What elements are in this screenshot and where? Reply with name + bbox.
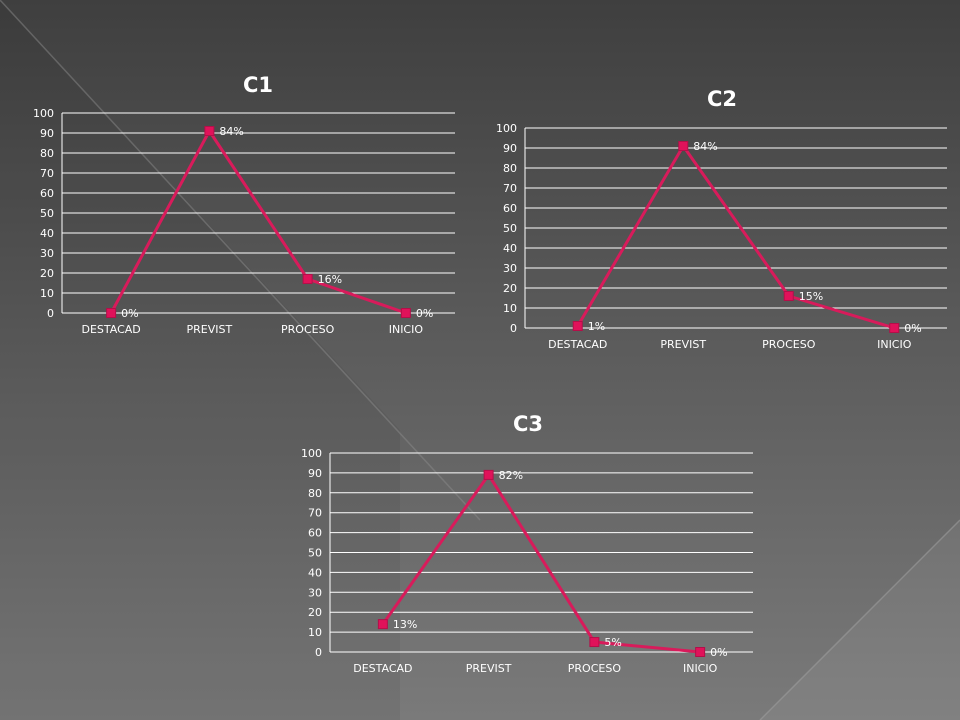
y-tick-label: 100 xyxy=(301,447,322,460)
y-tick-label: 50 xyxy=(40,207,54,220)
y-tick-label: 20 xyxy=(40,267,54,280)
y-tick-label: 0 xyxy=(510,322,517,335)
y-tick-label: 20 xyxy=(503,282,517,295)
bg-diagonal-line-1 xyxy=(0,0,481,521)
data-label: 5% xyxy=(604,636,621,649)
y-tick-label: 30 xyxy=(308,586,322,599)
x-category-label: INICIO xyxy=(877,338,912,351)
x-category-label: PROCESO xyxy=(762,338,816,351)
y-tick-label: 10 xyxy=(503,302,517,315)
data-label: 0% xyxy=(416,307,433,320)
data-label: 82% xyxy=(499,469,523,482)
data-point-marker xyxy=(204,126,215,136)
chart-1: C1 0 10 20 30 40 50 60 70 80 90 100 DESTACAD PREVIST P… xyxy=(33,73,455,336)
data-point-marker xyxy=(589,637,600,648)
x-category-label: PROCESO xyxy=(568,662,622,675)
y-tick-label: 60 xyxy=(503,202,517,215)
data-point-marker xyxy=(106,308,117,318)
data-label: 0% xyxy=(710,646,727,659)
data-point-marker xyxy=(678,141,689,151)
series-line xyxy=(381,473,701,654)
chart-2: C2 0 10 20 30 40 50 60 70 80 90 100 DESTACAD PREVIST P… xyxy=(496,87,947,351)
series-line xyxy=(576,144,895,330)
data-label: 15% xyxy=(799,290,823,303)
chart-title: C3 xyxy=(513,412,543,436)
y-tick-label: 60 xyxy=(40,187,54,200)
series-line xyxy=(109,129,407,315)
y-tick-label: 60 xyxy=(308,527,322,540)
y-tick-label: 0 xyxy=(47,307,54,320)
data-label: 0% xyxy=(121,307,138,320)
data-label: 0% xyxy=(904,322,921,335)
data-label: 1% xyxy=(588,320,605,333)
x-category-label: PREVIST xyxy=(660,338,706,351)
data-point-marker xyxy=(302,274,313,284)
y-tick-label: 20 xyxy=(308,606,322,619)
data-label: 16% xyxy=(318,273,342,286)
y-tick-label: 50 xyxy=(503,222,517,235)
y-tick-label: 90 xyxy=(308,467,322,480)
y-tick-label: 80 xyxy=(308,487,322,500)
y-tick-label: 30 xyxy=(40,247,54,260)
data-point-marker xyxy=(377,619,388,630)
data-point-marker xyxy=(783,291,794,301)
x-category-label: PREVIST xyxy=(187,323,233,336)
bg-shade-left xyxy=(0,0,400,720)
y-tick-label: 80 xyxy=(503,162,517,175)
x-category-label: INICIO xyxy=(683,662,718,675)
y-tick-label: 100 xyxy=(33,107,54,120)
y-tick-label: 90 xyxy=(40,127,54,140)
x-category-label: DESTACAD xyxy=(548,338,607,351)
y-tick-label: 80 xyxy=(40,147,54,160)
y-tick-label: 70 xyxy=(40,167,54,180)
data-label: 13% xyxy=(393,618,417,631)
data-point-marker xyxy=(483,469,494,480)
y-tick-label: 40 xyxy=(40,227,54,240)
y-tick-label: 100 xyxy=(496,122,517,135)
x-category-label: DESTACAD xyxy=(353,662,412,675)
data-point-marker xyxy=(400,308,411,318)
chart-title: C1 xyxy=(243,73,273,97)
y-tick-label: 0 xyxy=(315,646,322,659)
y-tick-label: 70 xyxy=(503,182,517,195)
y-tick-label: 10 xyxy=(308,626,322,639)
bg-diagonal-line-2 xyxy=(759,519,960,720)
data-point-marker xyxy=(889,323,900,333)
y-tick-label: 10 xyxy=(40,287,54,300)
bg-shade-corner xyxy=(760,520,960,720)
x-category-label: PREVIST xyxy=(466,662,512,675)
data-label: 84% xyxy=(219,125,243,138)
chart-title: C2 xyxy=(707,87,737,111)
y-tick-label: 40 xyxy=(308,566,322,579)
x-category-label: PROCESO xyxy=(281,323,335,336)
y-tick-label: 40 xyxy=(503,242,517,255)
chart-3: C3 0 10 20 30 40 50 60 70 80 90 100 DESTACAD PREVIST P… xyxy=(301,412,753,675)
y-tick-label: 70 xyxy=(308,507,322,520)
y-tick-label: 30 xyxy=(503,262,517,275)
y-tick-label: 90 xyxy=(503,142,517,155)
x-category-label: INICIO xyxy=(389,323,424,336)
data-point-marker xyxy=(695,647,706,657)
data-point-marker xyxy=(572,321,583,331)
y-tick-label: 50 xyxy=(308,547,322,560)
x-category-label: DESTACAD xyxy=(81,323,140,336)
data-label: 84% xyxy=(693,140,717,153)
